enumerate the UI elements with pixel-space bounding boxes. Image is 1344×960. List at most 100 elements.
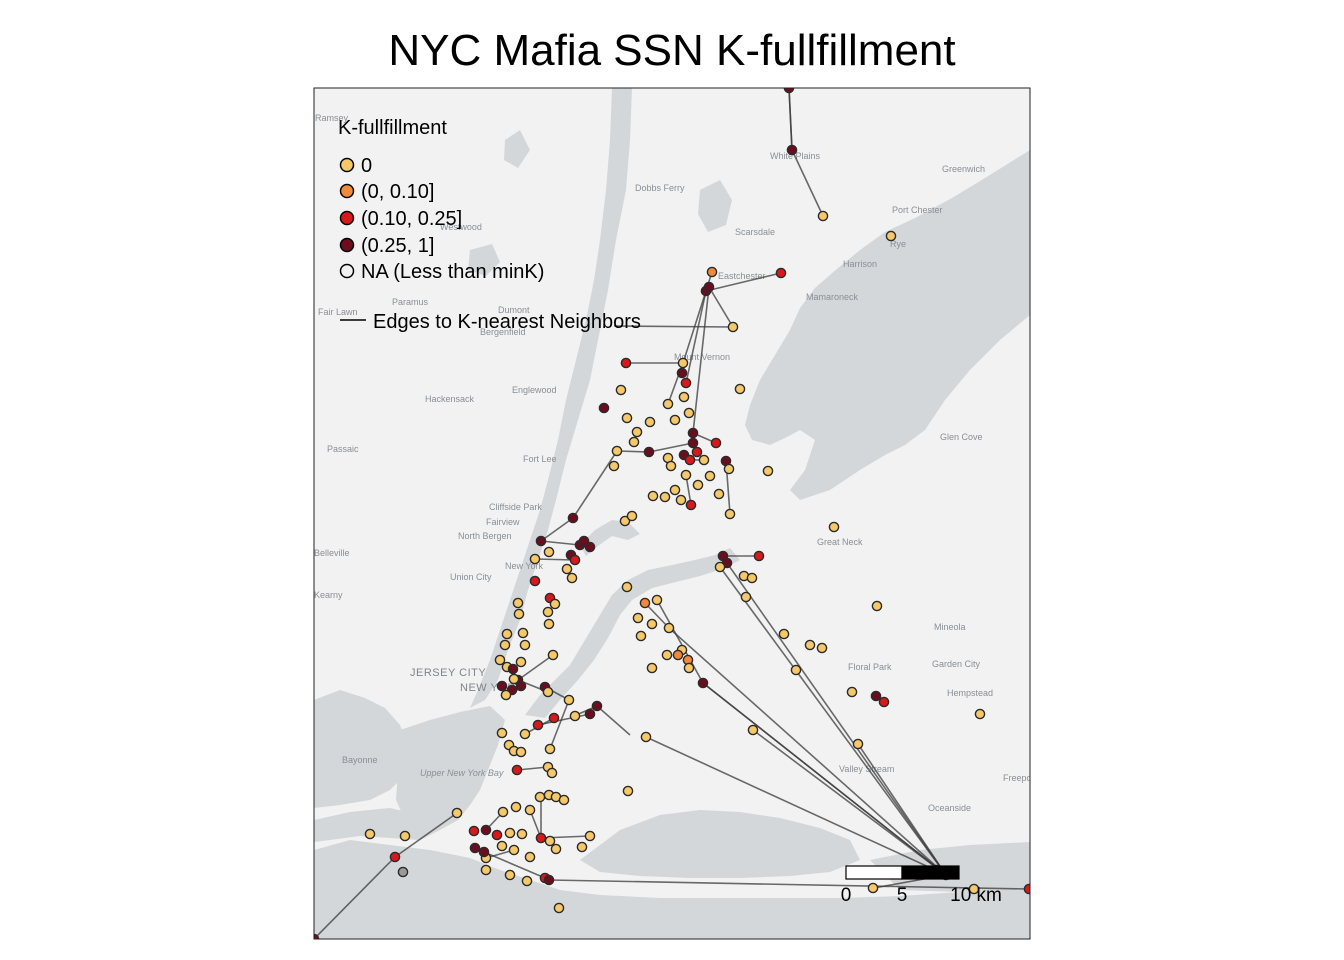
knn-edge (596, 705, 631, 736)
knn-edge (572, 450, 618, 519)
knn-edge (705, 272, 782, 292)
node-point (513, 608, 525, 620)
scale-segment-black (901, 865, 960, 880)
scale-label-10: 10 km (950, 885, 1002, 906)
node-point (532, 719, 544, 731)
node-point (569, 710, 581, 722)
node-point (724, 508, 736, 520)
knn-edge (549, 699, 570, 750)
node-point (548, 712, 560, 724)
place-label: Westwood (440, 222, 482, 232)
node-point (762, 465, 774, 477)
node-point (497, 806, 509, 818)
node-point (697, 677, 709, 689)
place-label: Valley Stream (839, 764, 894, 774)
node-point (647, 490, 659, 502)
place-label: Paramus (392, 297, 429, 307)
node-point (510, 801, 522, 813)
node-point (870, 690, 882, 702)
node-point (511, 764, 523, 776)
place-label: Harrison (843, 259, 877, 269)
node-point (451, 807, 463, 819)
node-point (543, 546, 555, 558)
legend-swatch-4 (339, 263, 355, 279)
node-point (515, 656, 527, 668)
legend: K-fullfillment 0 (0, 0.10] (0.10, 0.25] … (338, 117, 641, 333)
node-point (508, 673, 520, 685)
node-point (515, 746, 527, 758)
node-point (591, 700, 603, 712)
node-point (867, 882, 879, 894)
node-point (746, 572, 758, 584)
legend-label-4: NA (Less than minK) (361, 261, 544, 283)
place-label: Cliffside Park (489, 502, 542, 512)
place-label: Port Chester (892, 205, 943, 215)
knn-edge (314, 856, 396, 939)
reservoir (468, 244, 500, 276)
lower-new-york-bay (314, 840, 1030, 939)
place-label: Bergenfield (480, 327, 526, 337)
node-point (663, 622, 675, 634)
place-label: Great Neck (817, 537, 863, 547)
node-point (576, 841, 588, 853)
node-point (524, 804, 536, 816)
node-point (550, 843, 562, 855)
node-point (524, 851, 536, 863)
node-points (314, 88, 1030, 939)
place-label: Fairview (486, 517, 520, 527)
node-point (542, 606, 554, 618)
knn-edge (788, 88, 793, 151)
node-point (584, 541, 596, 553)
node-point (698, 454, 710, 466)
node-point (504, 827, 516, 839)
legend-edge-label: Edges to K-nearest Neighbors (373, 311, 641, 333)
node-point (677, 357, 689, 369)
node-point (496, 680, 508, 692)
node-point (501, 628, 513, 640)
place-label: Bayonne (342, 755, 378, 765)
node-point (703, 281, 715, 293)
legend-label-0: 0 (361, 155, 372, 177)
node-point (662, 398, 674, 410)
node-point (676, 367, 688, 379)
reservoir (698, 180, 732, 232)
knn-edge (483, 851, 546, 879)
place-label: Dobbs Ferry (635, 183, 685, 193)
node-point (740, 591, 752, 603)
node-point (974, 708, 986, 720)
node-point (968, 883, 980, 895)
node-point (598, 402, 610, 414)
node-point (790, 664, 802, 676)
node-point (543, 618, 555, 630)
place-label: Upper New York Bay (420, 768, 504, 778)
node-point (706, 266, 718, 278)
knn-edge (726, 562, 947, 876)
node-point (713, 488, 725, 500)
node-point (494, 654, 506, 666)
node-point (626, 510, 638, 522)
node-point (680, 469, 692, 481)
legend-swatch-3 (339, 237, 355, 253)
knn-edge (540, 517, 574, 542)
scale-bar: 0 5 10 km (841, 865, 1002, 906)
node-point (364, 828, 376, 840)
node-point (685, 499, 697, 511)
node-point (675, 494, 687, 506)
place-label: Union City (450, 572, 492, 582)
knn-edge (548, 879, 1030, 890)
node-point (521, 875, 533, 887)
node-point (553, 902, 565, 914)
knn-edge (517, 654, 554, 681)
knn-edge (534, 558, 576, 561)
node-point (500, 689, 512, 701)
place-label: Kearny (314, 590, 343, 600)
node-point (584, 830, 596, 842)
node-point (566, 572, 578, 584)
node-point (687, 437, 699, 449)
node-point (727, 321, 739, 333)
place-label: New York (505, 561, 544, 571)
node-point (534, 791, 546, 803)
node-point (678, 391, 690, 403)
node-point (549, 598, 561, 610)
